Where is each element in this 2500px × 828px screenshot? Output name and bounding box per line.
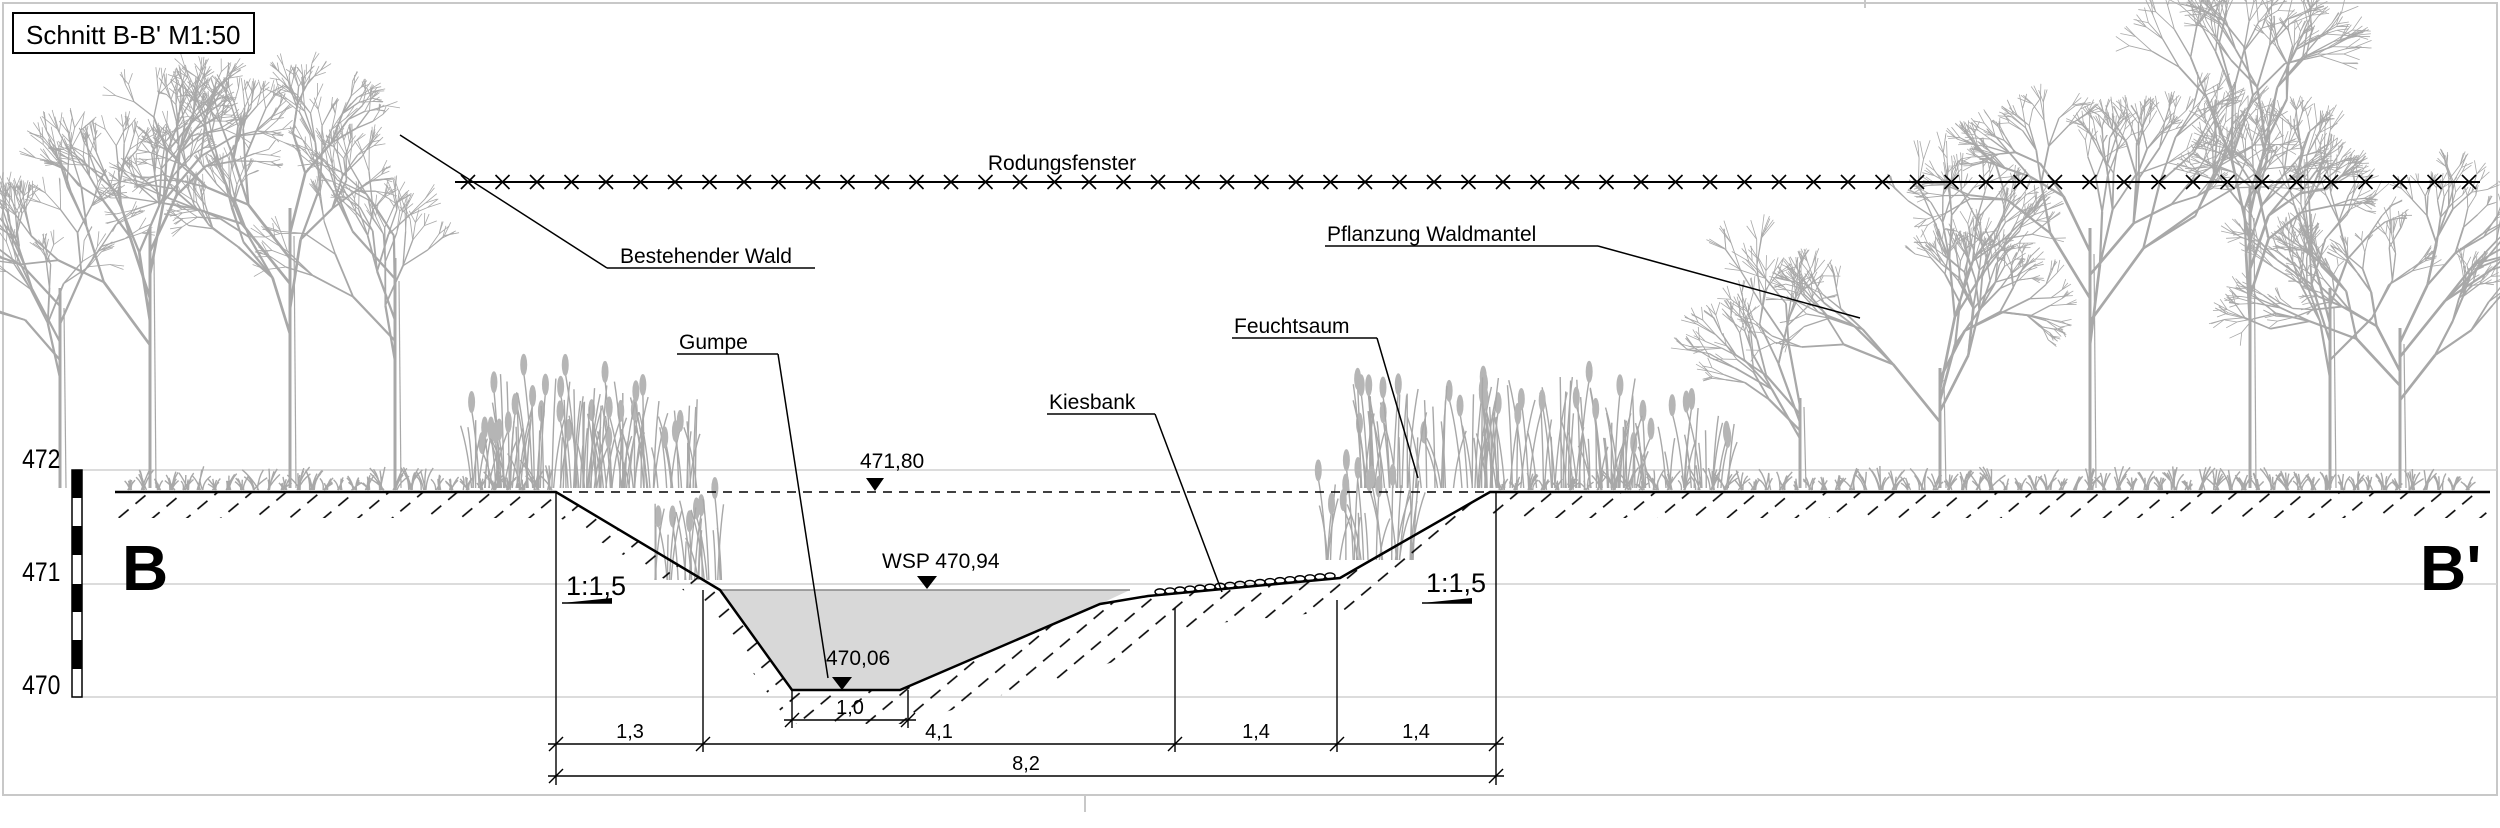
feuchtsaum-label: Feuchtsaum [1234,315,1350,338]
dim-pool-bottom: 1,0 [836,697,864,719]
section-mark-left: B [122,532,168,604]
drawing-title: Schnitt B-B' M1:50 [12,12,255,54]
dim-segment-2: 4,1 [925,721,953,743]
scale-tick-471: 471 [22,557,60,587]
elevation-marker-terrain: 471,80 [860,450,924,491]
elevation-marker-water: WSP 470,94 [882,550,1000,589]
rodungsfenster-label: Rodungsfenster [988,152,1136,175]
kiesbank-label: Kiesbank [1049,391,1136,414]
leader-bestehender-wald: Bestehender Wald [400,135,815,268]
scale-tick-472: 472 [22,444,60,474]
dim-total: 8,2 [1012,753,1040,775]
gumpe-label: Gumpe [679,331,748,354]
leader-feuchtsaum: Feuchtsaum [1232,315,1418,478]
slope-right-label: 1:1,5 [1426,568,1486,598]
terrain-elevation-label: 471,80 [860,450,924,473]
dim-segment-1: 1,3 [616,721,644,743]
slope-right: 1:1,5 [1422,568,1486,603]
scale-tick-470: 470 [22,670,60,700]
section-mark-right: B' [2420,532,2481,604]
dim-segment-4: 1,4 [1402,721,1430,743]
slope-left: 1:1,5 [562,571,626,603]
pflanzung-waldmantel-label: Pflanzung Waldmantel [1327,223,1536,246]
scale-bar: 472 471 470 [22,444,82,700]
water-elevation-label: WSP 470,94 [882,550,1000,573]
bestehender-wald-label: Bestehender Wald [620,245,792,268]
dim-segment-3: 1,4 [1242,721,1270,743]
drawing-frame [3,3,2497,795]
ground-hatching [115,492,2490,724]
slope-left-label: 1:1,5 [566,571,626,601]
pool-bottom-elevation-label: 470,06 [826,647,890,670]
